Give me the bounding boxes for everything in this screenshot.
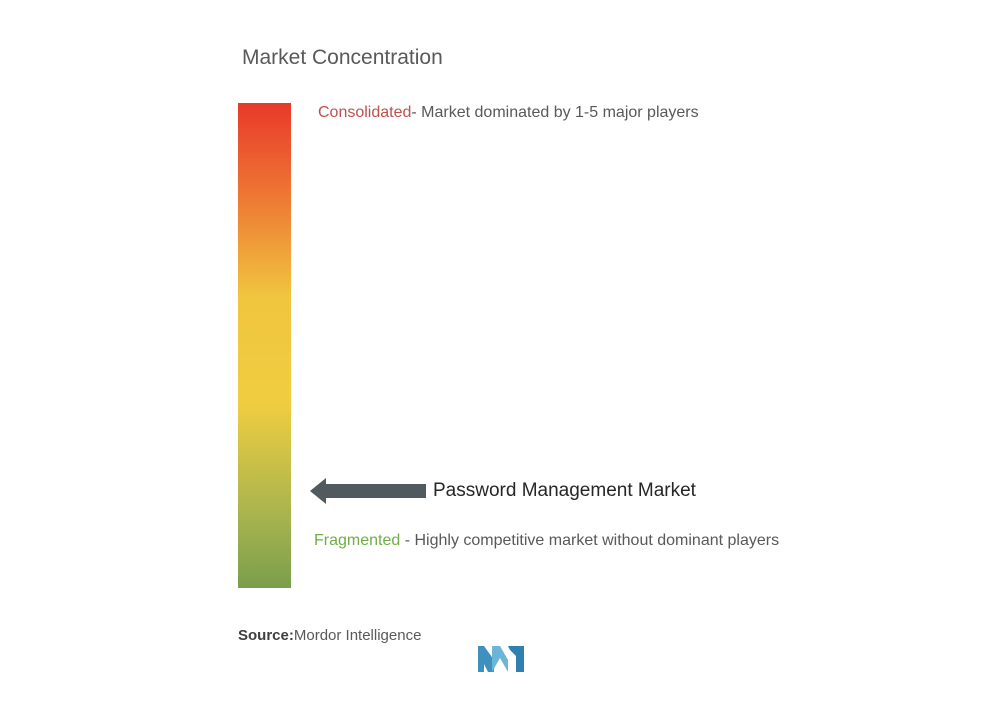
consolidated-term: Consolidated: [318, 104, 412, 121]
logo-left-shape: [478, 646, 494, 672]
logo-right-shape: [508, 646, 524, 672]
source-label: Source:: [238, 627, 294, 644]
arrow-shape: [310, 478, 426, 504]
concentration-gradient-bar: [238, 103, 291, 588]
market-label: Password Management Market: [433, 480, 696, 501]
consolidated-label: Consolidated- Market dominated by 1-5 ma…: [318, 104, 699, 122]
consolidated-description: - Market dominated by 1-5 major players: [411, 104, 699, 121]
source-line: Source:Mordor Intelligence: [238, 627, 421, 644]
logo-middle-shape: [492, 646, 508, 672]
source-value: Mordor Intelligence: [293, 627, 422, 644]
fragmented-label: Fragmented - Highly competitive market w…: [314, 525, 794, 557]
left-arrow-icon: [310, 478, 426, 504]
chart-title: Market Concentration: [242, 46, 443, 69]
fragmented-description: - Highly competitive market without domi…: [400, 532, 780, 549]
fragmented-term: Fragmented: [314, 532, 401, 549]
mordor-intelligence-logo: [478, 646, 524, 672]
